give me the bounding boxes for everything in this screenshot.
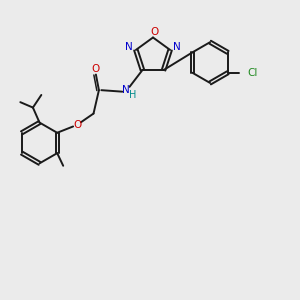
Text: N: N [125,42,133,52]
Text: O: O [73,120,81,130]
Text: Cl: Cl [248,68,258,78]
Text: N: N [173,42,181,52]
Text: H: H [129,90,137,100]
Text: O: O [91,64,99,74]
Text: N: N [122,85,130,95]
Text: O: O [150,27,159,37]
